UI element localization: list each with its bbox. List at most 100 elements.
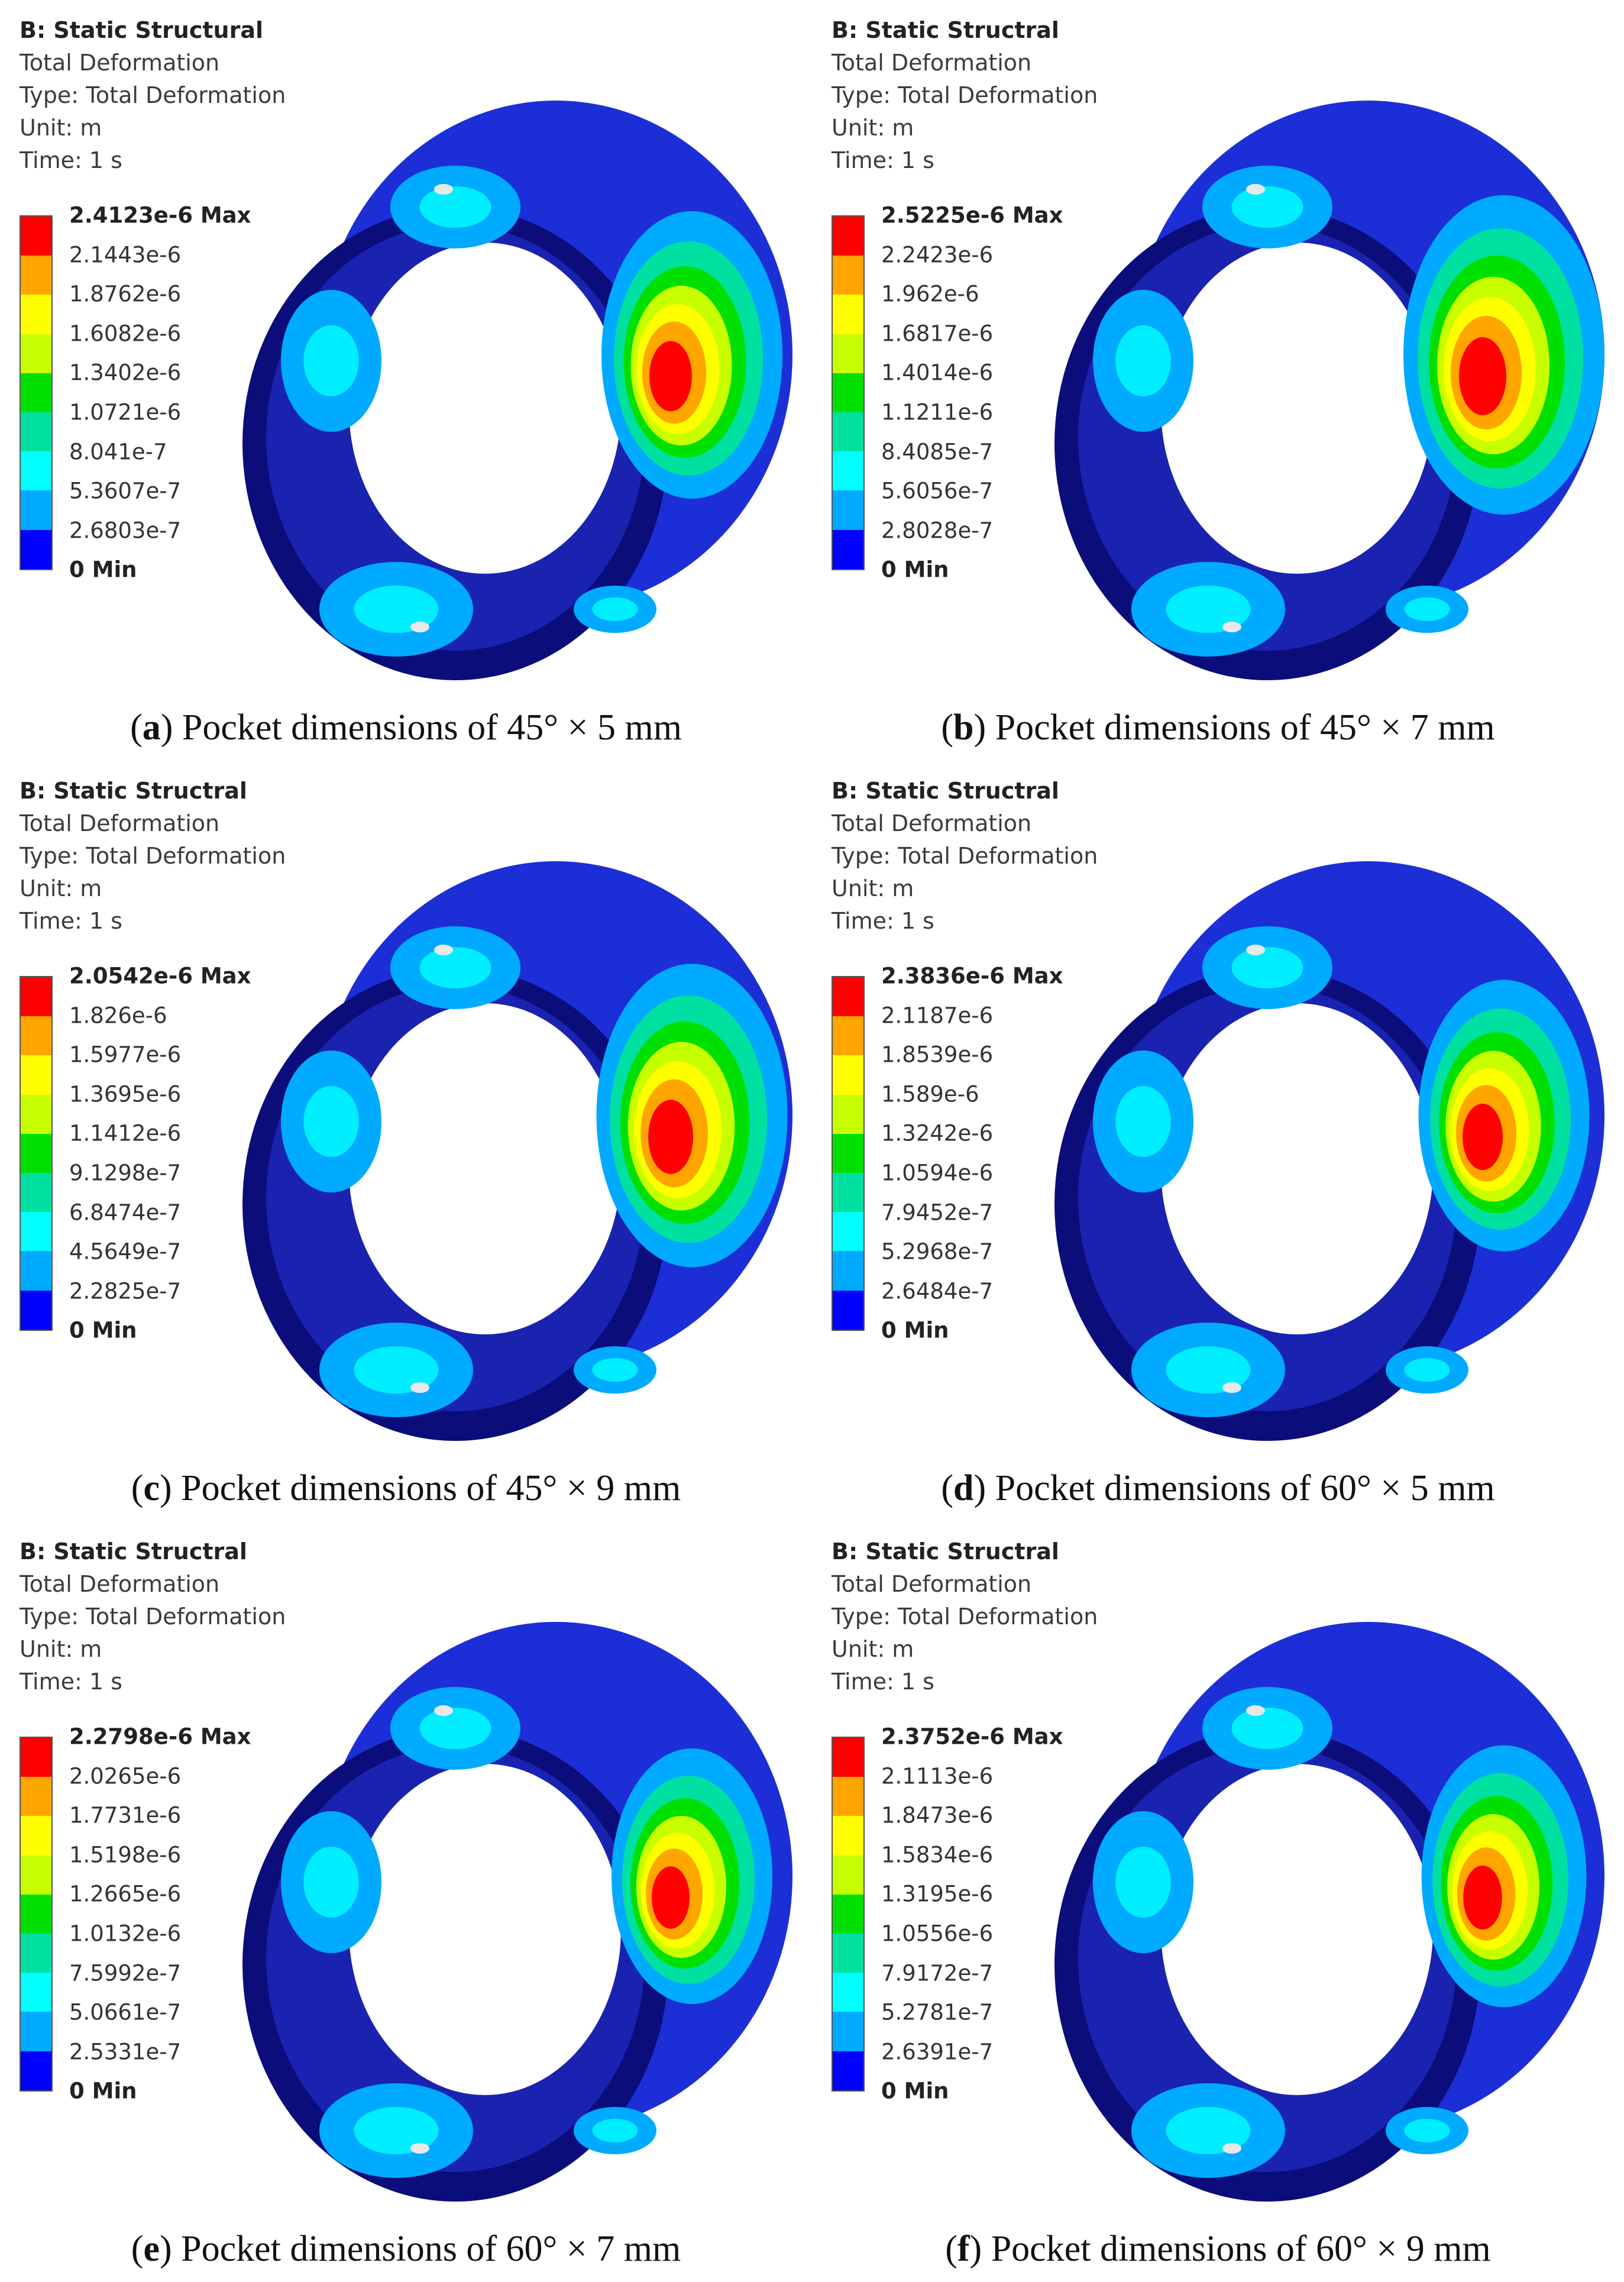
ring-opening	[1161, 1003, 1433, 1334]
pocket-core	[1166, 586, 1251, 633]
deformation-contour	[648, 1100, 693, 1174]
deformation-contour	[1459, 337, 1506, 415]
info-result: Total Deformation	[832, 810, 1032, 836]
legend-swatch	[833, 256, 863, 295]
legend-swatch	[833, 1816, 863, 1856]
legend-swatch	[833, 1777, 863, 1816]
info-unit: Unit: m	[832, 1636, 914, 1662]
pocket-core	[1404, 2119, 1450, 2142]
legend-label: 1.0721e-6	[69, 399, 182, 425]
info-unit: Unit: m	[20, 1636, 102, 1662]
figure-panel-d: B: Static Structral Total Deformation Type…	[812, 761, 1624, 1521]
legend-swatch	[833, 1055, 863, 1095]
legend-swatch	[21, 1133, 51, 1174]
info-type: Type: Total Deformation	[832, 82, 1098, 108]
deformation-contour	[1463, 1103, 1503, 1171]
legend-swatch	[833, 1212, 863, 1252]
ring-opening	[349, 243, 621, 574]
legend-label: 0 Min	[69, 1317, 137, 1343]
legend-label: 1.1211e-6	[881, 399, 994, 425]
info-time: Time: 1 s	[832, 147, 934, 173]
legend-swatch	[21, 412, 51, 452]
legend-swatch	[833, 490, 863, 531]
legend-label: 0 Min	[881, 1317, 949, 1343]
info-type: Type: Total Deformation	[832, 843, 1098, 869]
caption-text: Pocket dimensions of 60° × 9 mm	[982, 2229, 1491, 2269]
caption-letter: b	[953, 707, 974, 748]
legend-label: 2.0265e-6	[69, 1763, 182, 1789]
legend-label: 9.1298e-7	[69, 1160, 182, 1186]
info-unit: Unit: m	[832, 115, 914, 141]
info-result: Total Deformation	[832, 1571, 1032, 1597]
bearing-ring-model	[1054, 101, 1604, 680]
ring-opening	[1161, 243, 1433, 574]
legend-swatch	[21, 529, 51, 570]
legend-label: 1.5977e-6	[69, 1042, 182, 1068]
legend-swatch	[833, 529, 863, 570]
legend-swatch	[21, 216, 51, 256]
legend-label: 0 Min	[881, 557, 949, 583]
bearing-ring-model	[1054, 861, 1604, 1441]
legend-label: 5.2781e-7	[881, 1999, 994, 2025]
pocket-core	[1404, 1358, 1450, 1382]
legend-label: 1.826e-6	[69, 1003, 167, 1029]
legend-swatch	[21, 1251, 51, 1291]
caption-letter: f	[957, 2229, 970, 2269]
legend-swatch	[833, 412, 863, 452]
deformation-contour	[1463, 1865, 1502, 1930]
legend-label: 2.5331e-7	[69, 2039, 182, 2065]
info-unit: Unit: m	[20, 875, 102, 901]
legend-color-bar	[832, 215, 865, 570]
pocket-hole	[434, 184, 453, 195]
legend-swatch	[833, 977, 863, 1017]
legend-label: 4.5649e-7	[69, 1239, 182, 1265]
legend-label: 1.8539e-6	[881, 1042, 994, 1068]
info-title: B: Static Structral	[20, 778, 247, 804]
pocket-hole	[1222, 1382, 1241, 1393]
legend-label: 2.1443e-6	[69, 242, 182, 268]
pocket-core	[419, 1708, 491, 1749]
legend-swatch	[21, 256, 51, 295]
panel-caption: (e) Pocket dimensions of 60° × 7 mm	[131, 2229, 681, 2269]
bearing-ring-model	[242, 101, 792, 680]
legend-swatch	[21, 1094, 51, 1134]
legend-label: 5.3607e-7	[69, 478, 182, 504]
legend-color-bar	[20, 215, 53, 570]
pocket-core	[354, 1346, 439, 1394]
pocket-core	[1166, 1346, 1251, 1394]
legend-label: 2.1113e-6	[881, 1763, 994, 1789]
legend-label: 2.3752e-6 Max	[881, 1724, 1063, 1750]
legend-swatch	[21, 1777, 51, 1816]
pocket-hole	[410, 2143, 429, 2154]
figure-panel-e: B: Static Structral Total Deformation Type…	[0, 1521, 812, 2282]
legend-label: 2.6391e-7	[881, 2039, 994, 2065]
result-info: B: Static Structural Total Deformation Typ…	[20, 14, 286, 177]
legend-label: 7.5992e-7	[69, 1960, 182, 1986]
legend-swatch	[21, 2012, 51, 2052]
legend-swatch	[833, 1016, 863, 1056]
info-title: B: Static Structral	[832, 778, 1059, 804]
info-time: Time: 1 s	[20, 908, 122, 934]
legend-label: 2.3836e-6 Max	[881, 963, 1063, 989]
legend-label: 1.0132e-6	[69, 1921, 182, 1947]
legend-swatch	[833, 451, 863, 491]
legend-label: 1.4014e-6	[881, 360, 994, 386]
pocket-core	[1231, 947, 1303, 988]
pocket-core	[1166, 2107, 1251, 2154]
legend-label: 0 Min	[69, 2078, 137, 2104]
legend-label: 2.2798e-6 Max	[69, 1724, 251, 1750]
pocket-hole	[434, 945, 453, 955]
caption-text: Pocket dimensions of 60° × 7 mm	[172, 2229, 681, 2269]
ring-opening	[349, 1003, 621, 1334]
legend-swatch	[21, 2051, 51, 2091]
caption-text: Pocket dimensions of 45° × 9 mm	[172, 1468, 681, 1508]
info-result: Total Deformation	[20, 810, 220, 836]
pocket-core	[1231, 1708, 1303, 1749]
legend-color-bar	[832, 976, 865, 1331]
panel-caption: (f) Pocket dimensions of 60° × 9 mm	[945, 2229, 1491, 2269]
legend-swatch	[21, 490, 51, 531]
bearing-ring-model	[1054, 1622, 1604, 2202]
info-result: Total Deformation	[20, 1571, 220, 1597]
pocket-core	[1404, 597, 1450, 621]
info-time: Time: 1 s	[832, 908, 934, 934]
